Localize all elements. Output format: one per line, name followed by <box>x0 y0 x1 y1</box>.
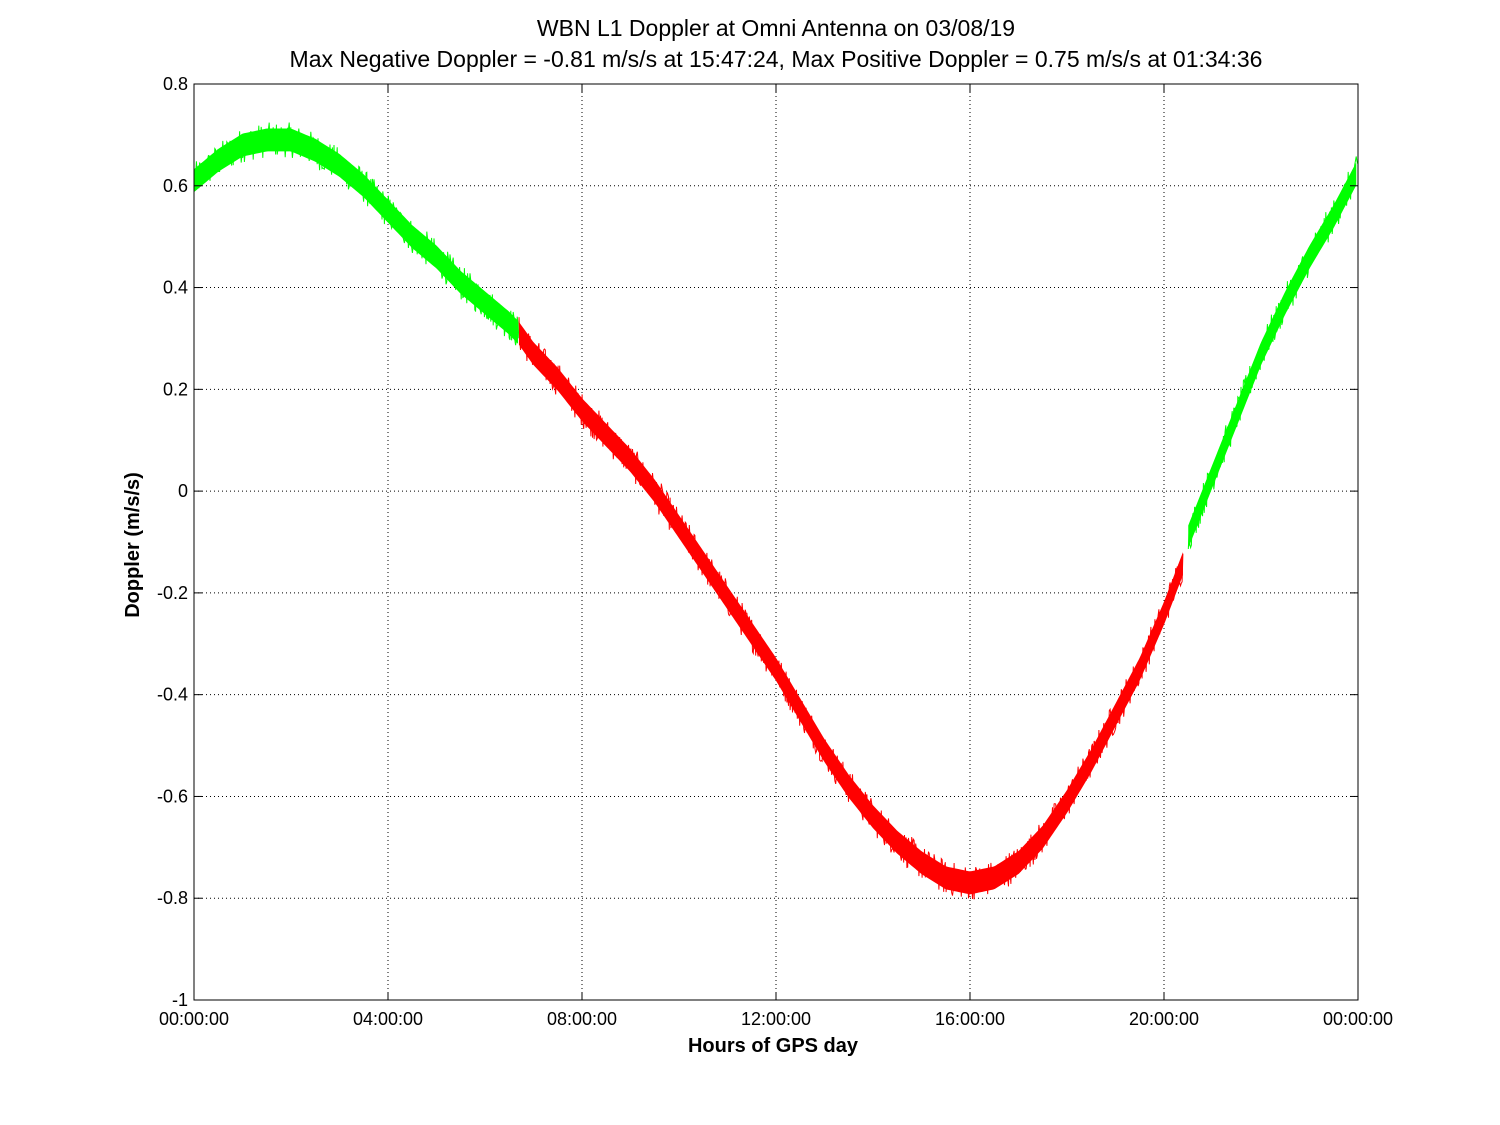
series-band <box>1188 162 1357 549</box>
y-tick-label: 0.2 <box>163 379 188 399</box>
y-tick-label: -0.8 <box>157 888 188 908</box>
x-tick-label: 20:00:00 <box>1129 1009 1199 1029</box>
y-axis-label: Doppler (m/s/s) <box>122 472 144 618</box>
x-tick-label: 04:00:00 <box>353 1009 423 1029</box>
x-tick-label: 08:00:00 <box>547 1009 617 1029</box>
series-2 <box>518 317 1184 900</box>
chart-subtitle: Max Negative Doppler = -0.81 m/s/s at 15… <box>290 46 1263 72</box>
y-tick-label: 0.4 <box>163 278 188 298</box>
series-3 <box>1187 156 1359 550</box>
y-tick-label: 0.8 <box>163 74 188 94</box>
axis-ticks: 00:00:00 04:00:00 08:00:00 12:00:00 16:00:00… <box>157 74 1393 1029</box>
x-tick-label: 16:00:00 <box>935 1009 1005 1029</box>
grid-lines <box>194 84 1358 1000</box>
y-tick-label: -0.6 <box>157 786 188 806</box>
y-tick-label: -0.2 <box>157 583 188 603</box>
series-line <box>1187 156 1359 550</box>
x-tick-label: 12:00:00 <box>741 1009 811 1029</box>
y-tick-label: 0.6 <box>163 176 188 196</box>
series-line <box>193 122 520 346</box>
data-series <box>193 122 1359 900</box>
x-tick-label: 00:00:00 <box>159 1009 229 1029</box>
y-tick-label: 0 <box>178 481 188 501</box>
x-axis-label: Hours of GPS day <box>688 1035 859 1057</box>
series-1 <box>193 122 520 346</box>
chart-title: WBN L1 Doppler at Omni Antenna on 03/08/… <box>537 15 1015 41</box>
y-tick-label: -1 <box>172 990 188 1010</box>
x-tick-label: 00:00:00 <box>1323 1009 1393 1029</box>
series-line <box>518 317 1184 900</box>
y-tick-label: -0.4 <box>157 685 188 705</box>
series-band <box>518 321 1183 895</box>
